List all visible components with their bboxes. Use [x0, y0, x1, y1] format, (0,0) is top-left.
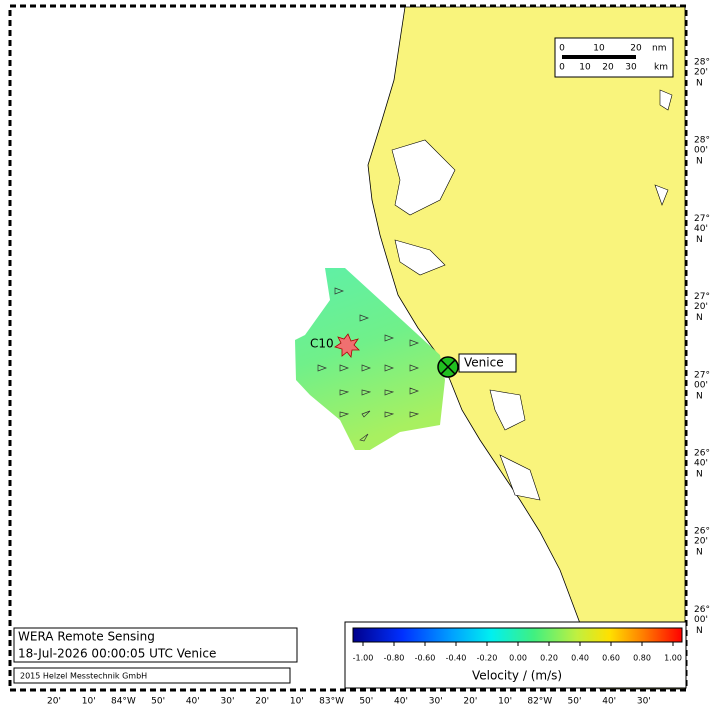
scale-km-label: 20 — [602, 63, 614, 73]
lon-label: 83°W — [319, 697, 344, 707]
scale-bar — [562, 55, 636, 59]
colorbar-tick-label: 0.80 — [633, 654, 651, 663]
credit-box — [13, 667, 291, 684]
lat-hemisphere: N — [696, 626, 703, 636]
colorbar — [352, 627, 683, 643]
lon-label: 50' — [568, 697, 582, 707]
lat-degree: 28° — [694, 58, 710, 68]
lat-degree: 26° — [694, 605, 710, 615]
lon-label: 50' — [359, 697, 373, 707]
lon-label: 10' — [290, 697, 304, 707]
colorbar-tick-label: -0.80 — [384, 654, 405, 663]
lat-hemisphere: N — [696, 235, 703, 245]
lon-label: 10' — [82, 697, 96, 707]
lon-label: 84°W — [111, 697, 136, 707]
lat-minute: 20' — [694, 537, 708, 547]
lat-hemisphere: N — [696, 79, 703, 89]
station-marker — [334, 333, 360, 358]
lon-label: 82°W — [527, 697, 552, 707]
colorbar-tick-label: -0.40 — [446, 654, 467, 663]
scale-km-label: 10 — [579, 63, 591, 73]
lat-hemisphere: N — [696, 470, 703, 480]
lat-degree: 27° — [694, 214, 710, 224]
lon-label: 20' — [255, 697, 269, 707]
colorbar-tick-label: 0.00 — [509, 654, 527, 663]
lon-label: 30' — [429, 697, 443, 707]
lat-minute: 00' — [694, 380, 708, 390]
scale-nm-label: 20 — [630, 44, 642, 54]
lon-label: 10' — [498, 697, 512, 707]
scale-nm-unit: nm — [652, 44, 666, 54]
lat-degree: 27° — [694, 370, 710, 380]
scale-km-label: 30 — [625, 63, 637, 73]
colorbar-tick-label: 0.40 — [571, 654, 589, 663]
lon-label: 20' — [47, 697, 61, 707]
credit: 2015 Helzel Messtechnik GmbH — [20, 672, 147, 681]
colorbar-tick-label: -0.60 — [415, 654, 436, 663]
lat-minute: 20' — [694, 68, 708, 78]
lon-label: 50' — [151, 697, 165, 707]
lat-minute: 40' — [694, 224, 708, 234]
lat-hemisphere: N — [696, 548, 703, 558]
colorbar-label: Velocity / (m/s) — [472, 669, 562, 683]
scale-nm-label: 10 — [593, 44, 605, 54]
lon-label: 40' — [186, 697, 200, 707]
scale-km-unit: km — [654, 63, 668, 73]
info-title: WERA Remote Sensing — [18, 630, 155, 644]
colorbar-tick-label: 1.00 — [664, 654, 682, 663]
lon-label: 40' — [602, 697, 616, 707]
lon-label: 20' — [463, 697, 477, 707]
lat-hemisphere: N — [696, 391, 703, 401]
lon-label: 30' — [221, 697, 235, 707]
lon-label: 40' — [394, 697, 408, 707]
lon-label: 30' — [637, 697, 651, 707]
station-label: C10 — [310, 337, 334, 351]
site-label-box — [458, 353, 517, 373]
lat-degree: 26° — [694, 449, 710, 459]
lat-hemisphere: N — [696, 313, 703, 323]
lat-minute: 20' — [694, 302, 708, 312]
colorbar-tick-label: 0.20 — [540, 654, 558, 663]
colorbar-tick-label: 0.60 — [602, 654, 620, 663]
lat-hemisphere: N — [696, 157, 703, 167]
colorbar-tick-label: -0.20 — [477, 654, 498, 663]
lat-degree: 28° — [694, 136, 710, 146]
scale-km-label: 0 — [559, 63, 565, 73]
current-vectors — [317, 287, 420, 442]
lat-minute: 00' — [694, 615, 708, 625]
radar-coverage — [295, 268, 445, 450]
bays — [391, 89, 673, 501]
lat-degree: 27° — [694, 292, 710, 302]
site-label: Venice — [464, 356, 504, 370]
colorbar-tick-label: -1.00 — [353, 654, 374, 663]
scale-nm-label: 0 — [559, 44, 565, 54]
lat-minute: 00' — [694, 146, 708, 156]
site-marker-cross — [440, 359, 456, 375]
info-timestamp: 18-Jul-2026 00:00:05 UTC Venice — [18, 647, 216, 661]
info-box — [13, 627, 298, 663]
lat-degree: 26° — [694, 527, 710, 537]
lat-minute: 40' — [694, 459, 708, 469]
